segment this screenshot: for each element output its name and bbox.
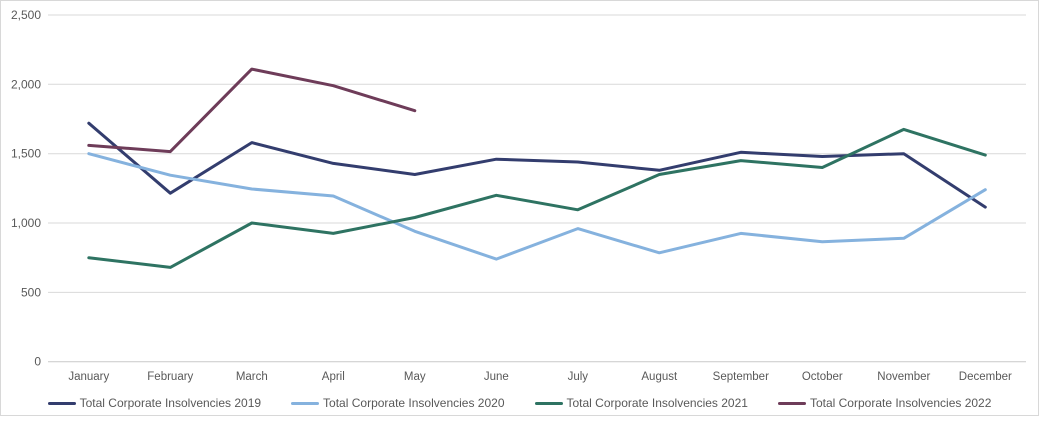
- legend-label: Total Corporate Insolvencies 2022: [809, 396, 992, 410]
- legend-line-swatch-icon: [291, 401, 320, 405]
- x-axis-month-label: February: [147, 371, 193, 383]
- legend-line-swatch-icon: [534, 401, 563, 405]
- x-axis-month-label: March: [236, 371, 268, 383]
- x-axis-month-label: September: [713, 371, 769, 383]
- legend-item-2019: Total Corporate Insolvencies 2019: [47, 396, 262, 410]
- y-axis-tick-label: 1,000: [11, 216, 41, 230]
- legend-line-swatch-icon: [47, 401, 76, 405]
- series-line-2021: [87, 127, 987, 269]
- chart-canvas: 0 500 1,000 1,500 2,000 2,500 January February M…: [11, 8, 1026, 383]
- x-axis-month-label: December: [959, 371, 1012, 383]
- x-axis-month-label: April: [322, 371, 345, 383]
- x-axis-month-label: June: [484, 371, 509, 383]
- legend-label: Total Corporate Insolvencies 2020: [323, 396, 505, 410]
- y-axis-tick-label: 0: [34, 355, 41, 369]
- legend-item-2020: Total Corporate Insolvencies 2020: [291, 396, 505, 410]
- x-axis-month-label: May: [404, 371, 426, 383]
- legend-label: Total Corporate Insolvencies 2021: [566, 396, 748, 410]
- x-axis-month-label: August: [641, 371, 678, 383]
- x-axis-month-label: October: [802, 371, 843, 383]
- chart-legend: Total Corporate Insolvencies 2019 Total C…: [1, 393, 1038, 413]
- series-line-2022: [87, 67, 417, 154]
- legend-label: Total Corporate Insolvencies 2019: [79, 396, 262, 410]
- y-axis-tick-label: 2,500: [11, 8, 41, 22]
- x-axis-month-label: July: [568, 371, 589, 383]
- y-axis-tick-label: 2,000: [11, 77, 41, 91]
- legend-item-2022: Total Corporate Insolvencies 2022: [777, 396, 992, 410]
- x-axis-month-label: November: [877, 371, 930, 383]
- x-axis-month-label: January: [68, 371, 109, 383]
- legend-item-2021: Total Corporate Insolvencies 2021: [534, 396, 748, 410]
- series-line-2020: [87, 152, 987, 261]
- y-axis-tick-label: 1,500: [11, 147, 41, 161]
- y-axis-tick-label: 500: [21, 285, 41, 299]
- legend-line-swatch-icon: [777, 401, 806, 405]
- series-line-2019: [87, 121, 987, 209]
